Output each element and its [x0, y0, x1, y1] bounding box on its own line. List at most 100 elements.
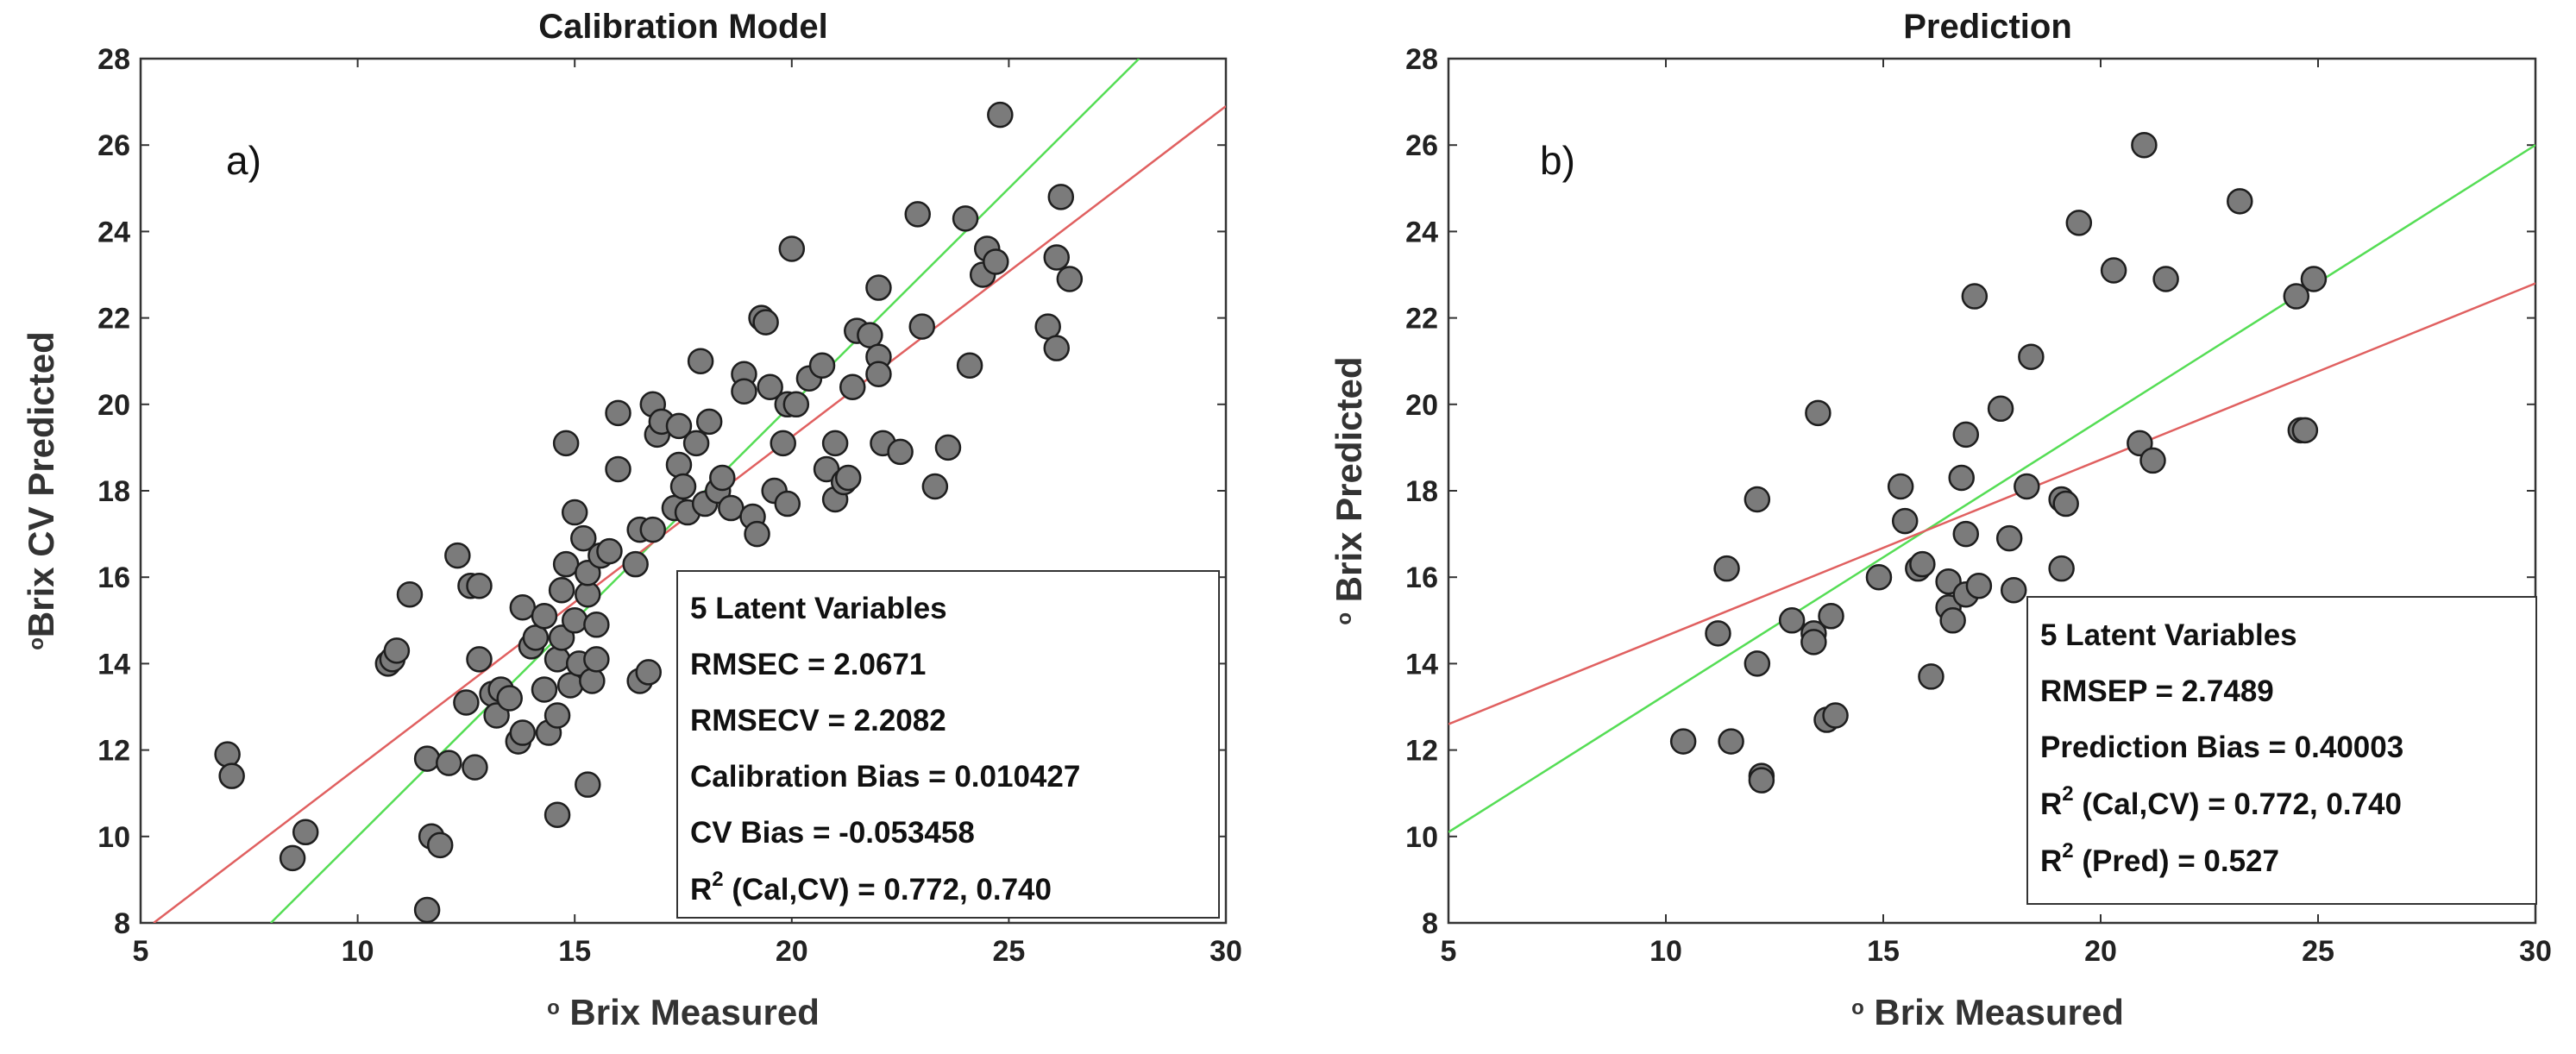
y-tick-label: 22: [1405, 303, 1438, 336]
data-point: [2000, 576, 2027, 604]
data-point: [1034, 313, 1061, 340]
r2-superscript: 2: [712, 868, 723, 891]
data-point: [570, 524, 597, 552]
y-tick-label: 14: [97, 648, 130, 681]
data-point: [808, 352, 836, 379]
data-point: [821, 430, 849, 457]
data-point: [1748, 767, 1775, 794]
fit-lines: [1448, 144, 2535, 833]
r2-rest: (Cal,CV) = 0.772, 0.740: [2074, 787, 2402, 821]
data-point: [2227, 188, 2253, 215]
y-tick-label: 20: [1405, 389, 1438, 422]
data-point: [865, 274, 892, 301]
panel-label: a): [226, 138, 261, 183]
y-axis-degree: o: [1333, 612, 1356, 625]
data-point: [669, 473, 697, 500]
data-point: [744, 520, 770, 548]
data-point: [561, 607, 588, 634]
data-point: [1043, 335, 1071, 361]
data-point: [2048, 555, 2075, 582]
y-tick-label: 20: [97, 389, 130, 422]
data-point: [462, 754, 488, 781]
y-tick-label: 22: [97, 303, 130, 336]
data-point: [709, 464, 736, 492]
stat-prediction-bias: Prediction Bias = 0.40003: [2040, 731, 2403, 764]
data-point: [522, 624, 550, 651]
data-point: [1047, 184, 1075, 210]
y-tick-label: 26: [97, 129, 130, 162]
data-point: [904, 201, 931, 228]
y-tick-label: 14: [1405, 648, 1438, 681]
data-point: [2291, 417, 2319, 444]
data-point: [509, 719, 537, 746]
x-tick-label: 30: [1209, 935, 1242, 968]
data-point: [752, 309, 779, 336]
data-point: [2127, 430, 2153, 457]
r2-superscript: 2: [2062, 782, 2073, 806]
y-tick-label: 18: [1405, 475, 1438, 508]
data-point: [466, 572, 493, 599]
y-axis-label: oBrix CV Predicted: [21, 331, 61, 649]
stat-latent-variables: 5 Latent Variables: [2040, 618, 2297, 652]
data-point: [774, 490, 801, 518]
data-point: [279, 844, 306, 872]
panel-label: b): [1540, 138, 1575, 183]
data-point: [2018, 343, 2045, 370]
data-point: [834, 464, 862, 492]
data-point: [292, 819, 319, 846]
data-point: [921, 473, 949, 500]
data-point: [1891, 507, 1919, 535]
data-point: [1939, 607, 1966, 634]
y-tick-label: 8: [1422, 907, 1438, 940]
data-point: [214, 741, 241, 768]
data-point: [466, 646, 493, 673]
data-point: [605, 455, 631, 483]
data-point: [682, 430, 710, 457]
data-point: [2052, 490, 2079, 518]
data-point: [556, 672, 584, 699]
data-point: [908, 313, 936, 340]
data-point: [543, 646, 571, 673]
data-point: [575, 771, 601, 798]
data-point: [413, 745, 441, 772]
data-point: [2065, 210, 2093, 236]
data-point: [865, 361, 892, 387]
y-tick-label: 16: [97, 562, 130, 594]
data-point: [1995, 524, 2023, 552]
data-point: [2152, 266, 2179, 292]
y-tick-label: 24: [1405, 216, 1438, 248]
scatter-points: [214, 101, 1084, 924]
data-point: [396, 580, 424, 608]
r2-pred-superscript: 2: [2062, 839, 2073, 863]
y-tick-label: 24: [97, 216, 130, 248]
data-point: [2283, 283, 2310, 310]
stats-box-frame: [2026, 596, 2537, 905]
data-point: [987, 101, 1014, 129]
x-tick-label: 15: [1867, 935, 1900, 968]
data-point: [548, 624, 575, 651]
data-point: [548, 576, 575, 604]
y-tick-label: 12: [97, 735, 130, 768]
data-point: [383, 637, 411, 664]
data-point: [1705, 620, 1731, 647]
data-point: [952, 205, 979, 232]
data-point: [1056, 266, 1084, 292]
stat-rmsec: RMSEC = 2.0671: [690, 648, 926, 681]
x-tick-label: 5: [133, 935, 149, 968]
data-point: [665, 451, 693, 479]
y-tick-label: 26: [1405, 129, 1438, 162]
data-point: [665, 412, 693, 440]
chart-title: Prediction: [1903, 8, 2072, 46]
x-tick-label: 20: [2084, 935, 2117, 968]
data-point: [1800, 629, 1827, 656]
data-point: [552, 550, 580, 578]
stat-rmsep: RMSEP = 2.7489: [2040, 674, 2274, 708]
data-point: [2131, 131, 2158, 159]
y-tick-label: 10: [97, 821, 130, 854]
data-point: [635, 659, 662, 686]
y-axis-label: o Brix Predicted: [1329, 356, 1369, 624]
data-point: [782, 391, 810, 418]
data-point: [2100, 257, 2127, 284]
scatter-points: [1669, 131, 2328, 794]
